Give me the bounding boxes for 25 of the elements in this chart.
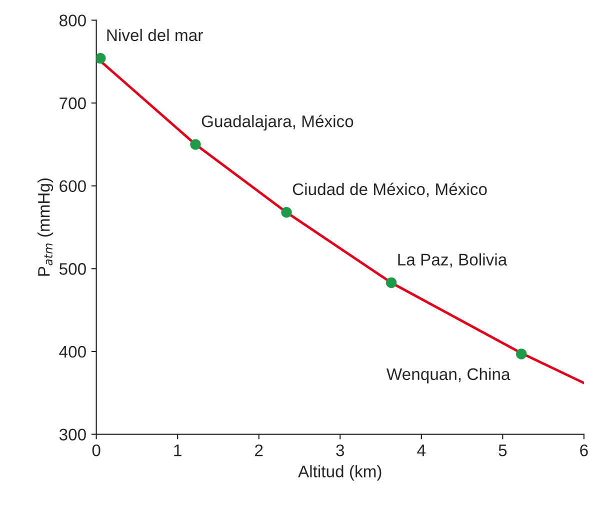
point	[386, 277, 397, 288]
x-tick-label: 4	[417, 444, 426, 456]
point	[190, 139, 201, 150]
point	[516, 348, 527, 360]
x-tick-label: 1	[174, 444, 182, 456]
x-tick-label: 5	[498, 444, 507, 456]
y-tick-label: 300	[59, 428, 86, 441]
y-axis-title: P$_{atm}$ (mmHg)	[38, 178, 54, 276]
annotation: Nivel del mar	[107, 28, 203, 42]
y-tick-label: 600	[60, 180, 86, 192]
x-tick-label: 6	[580, 444, 588, 456]
annotation: Guadalajara, México	[202, 114, 354, 131]
x-axis-title: Altitud (km)	[298, 465, 382, 481]
point	[96, 52, 106, 64]
y-tick-label: 400	[59, 346, 86, 358]
annotation: Wenquan, China	[386, 368, 510, 384]
y-tick-label: 700	[60, 97, 86, 110]
x-tick-label: 2	[255, 444, 263, 456]
y-tick-label: 800	[60, 14, 86, 26]
annotation: Ciudad de México, México	[292, 182, 487, 198]
x-tick-label: 3	[336, 444, 344, 456]
y-tick-label: 500	[59, 263, 86, 275]
x-tick-label: 0	[92, 444, 100, 456]
point	[281, 206, 292, 218]
annotation: La Paz, Bolivia	[398, 253, 508, 268]
